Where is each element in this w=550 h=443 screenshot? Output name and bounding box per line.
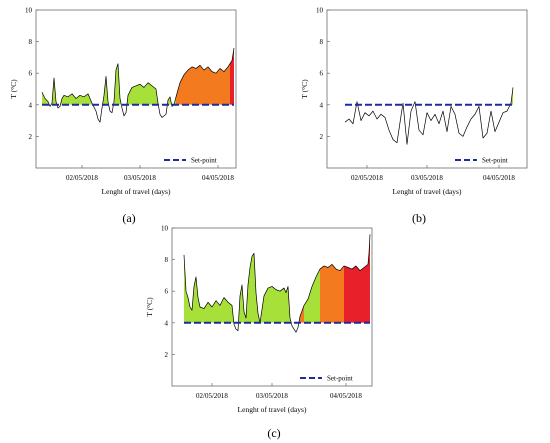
panel-label-b: (b) <box>412 211 426 225</box>
y-tick-label: 4 <box>29 101 33 109</box>
x-tick-label: 04/05/2018 <box>483 174 515 182</box>
y-tick-label: 6 <box>29 70 33 78</box>
y-axis-label: T (°C) <box>145 297 154 317</box>
y-tick-label: 2 <box>165 351 169 359</box>
y-tick-label: 2 <box>29 133 33 141</box>
panel-label-c: (c) <box>267 426 280 440</box>
y-tick-label: 10 <box>25 7 33 15</box>
y-tick-label: 8 <box>320 38 324 46</box>
plot-frame <box>326 9 528 169</box>
red-fill-band <box>230 47 234 105</box>
legend-label: Set-point <box>191 157 217 165</box>
y-tick-label: 8 <box>165 256 169 264</box>
panel-label-a: (a) <box>122 211 135 225</box>
legend-label: Set-point <box>327 375 353 383</box>
x-axis-label: Lenght of travel (days) <box>102 187 171 196</box>
temperature-trace <box>183 234 371 333</box>
x-axis-label: Lenght of travel (days) <box>393 187 462 196</box>
y-tick-label: 4 <box>165 319 169 327</box>
x-axis-label: Lenght of travel (days) <box>238 405 307 414</box>
y-tick-label: 4 <box>320 101 324 109</box>
x-tick-label: 02/05/2018 <box>196 392 228 400</box>
y-tick-label: 8 <box>29 38 33 46</box>
chart-panel-c: 2 4 6 8 10 02/05/2018 03/05/2018 04/05/2018 Leng… <box>145 225 373 414</box>
y-axis-label: T (°C) <box>9 79 18 99</box>
x-tick-label: 04/05/2018 <box>330 392 362 400</box>
x-tick-label: 03/05/2018 <box>256 392 288 400</box>
y-tick-label: 2 <box>320 133 324 141</box>
y-tick-label: 10 <box>316 7 324 15</box>
legend-label: Set-point <box>482 157 508 165</box>
temperature-trace <box>344 87 514 145</box>
x-tick-label: 03/05/2018 <box>124 174 156 182</box>
chart-panel-a: 2 4 6 8 10 02/05/2018 03/05/2018 04/05/2018 Leng… <box>9 7 237 196</box>
x-tick-label: 04/05/2018 <box>202 174 234 182</box>
y-tick-label: 6 <box>165 288 169 296</box>
x-tick-label: 02/05/2018 <box>66 174 98 182</box>
y-axis-label: T (°C) <box>300 79 309 99</box>
x-tick-label: 02/05/2018 <box>351 174 383 182</box>
x-tick-label: 03/05/2018 <box>411 174 443 182</box>
chart-panel-b: 2 4 6 8 10 02/05/2018 03/05/2018 04/05/2018 Leng… <box>300 7 528 196</box>
y-tick-label: 10 <box>161 225 169 233</box>
y-tick-label: 6 <box>320 70 324 78</box>
